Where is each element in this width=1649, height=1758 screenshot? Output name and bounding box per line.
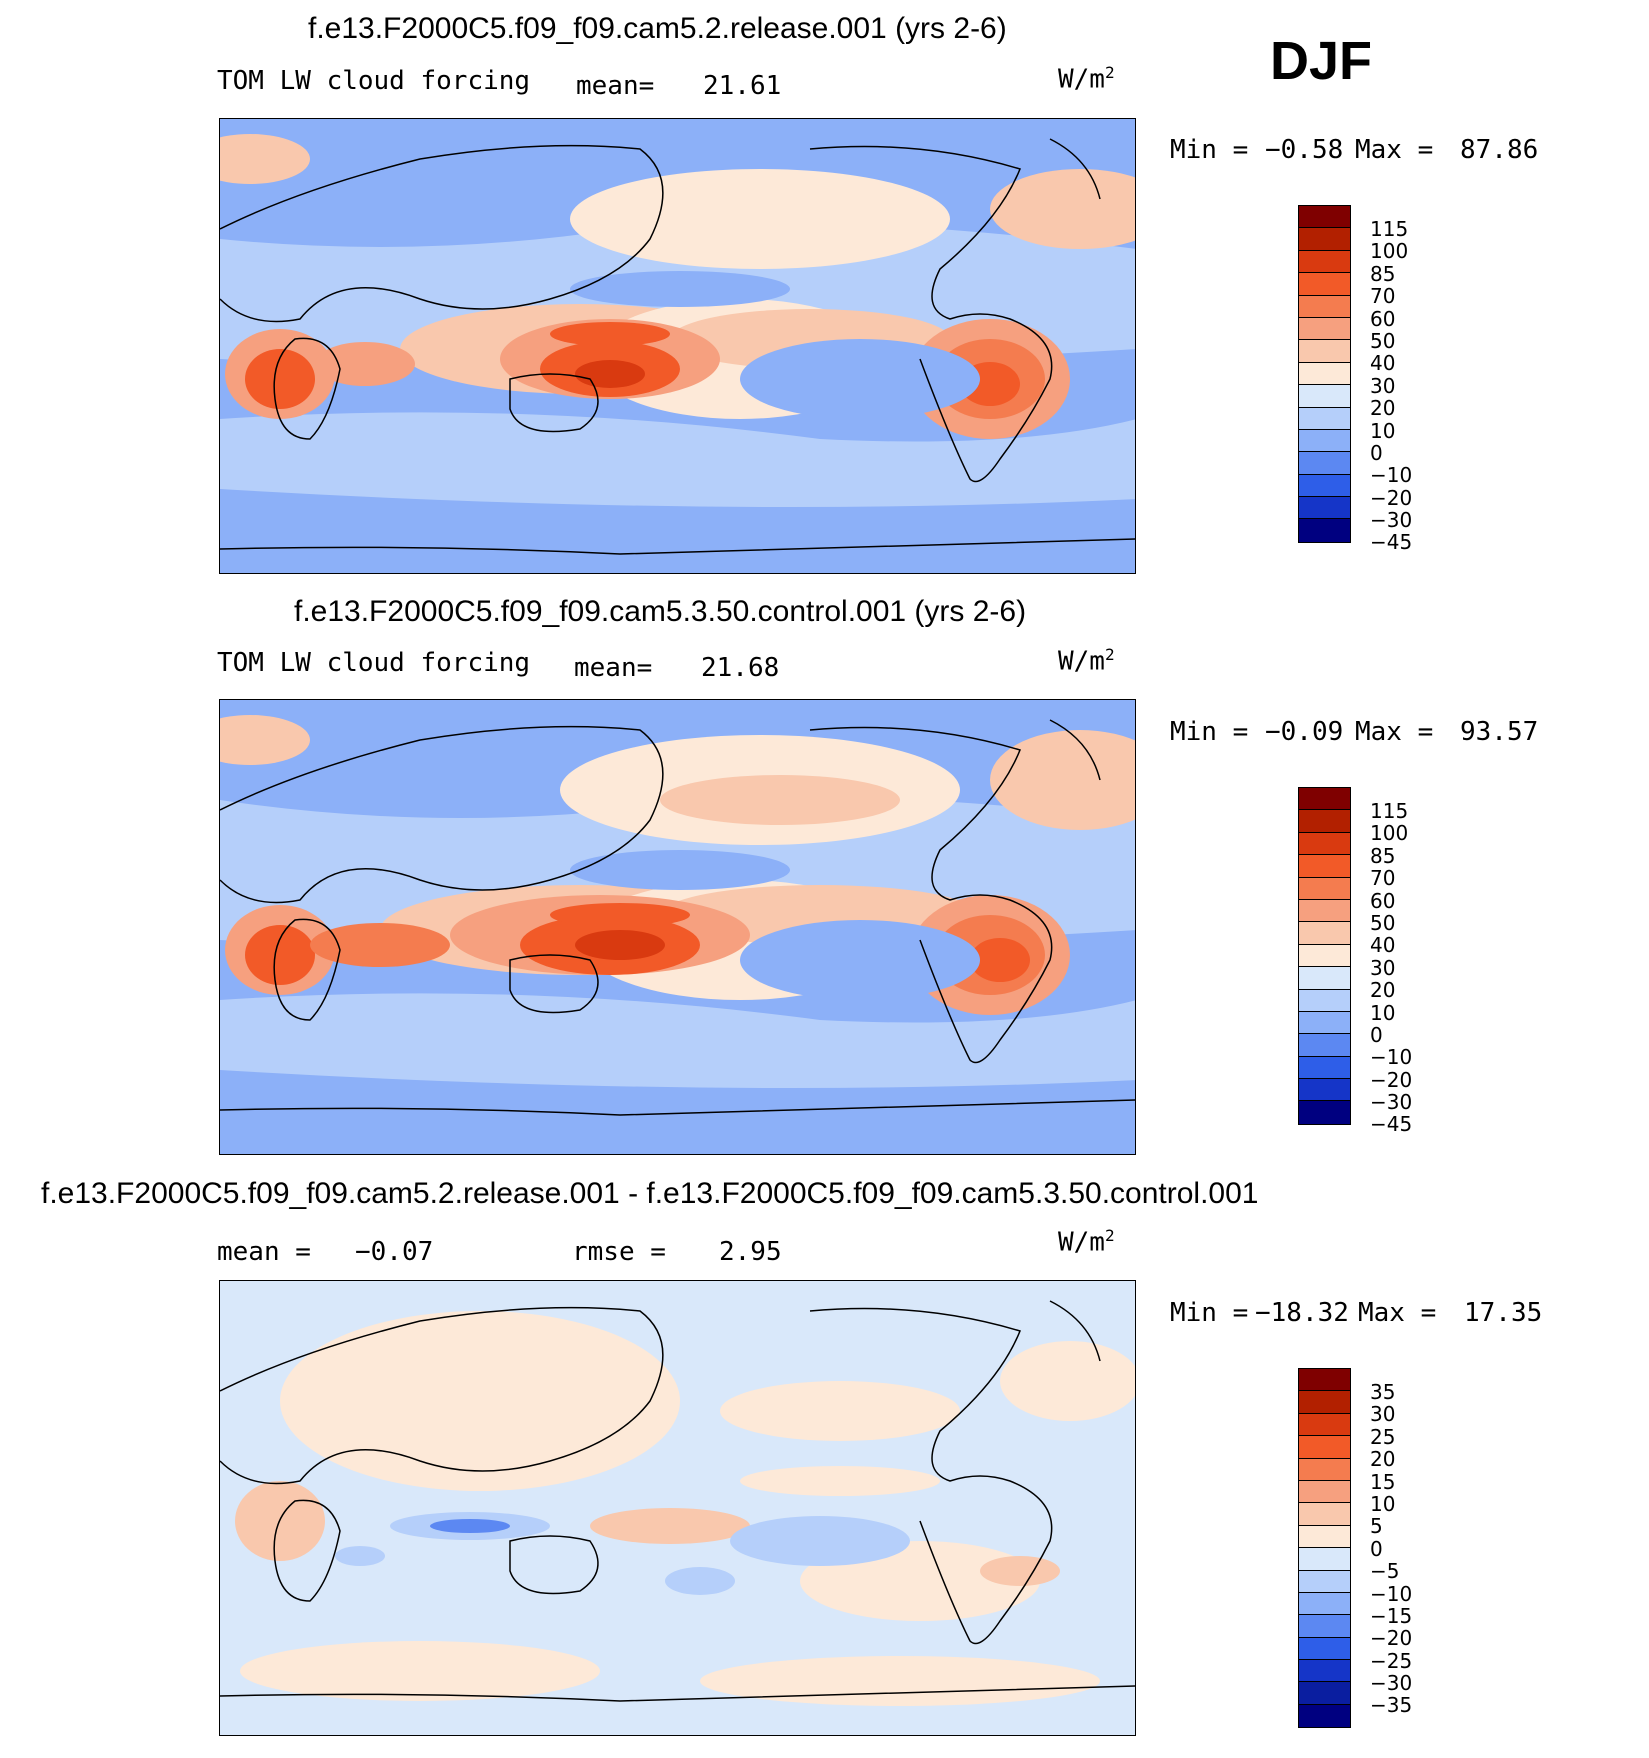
cbar-tick: 25	[1370, 1424, 1396, 1449]
cbar-tick: −20	[1370, 1626, 1413, 1651]
panel-1-units: W/m2	[1058, 63, 1115, 95]
panel-2-title: f.e13.F2000C5.f09_f09.cam5.3.50.control.…	[294, 595, 1027, 628]
cbar-tick: 100	[1370, 821, 1409, 846]
cbar-tick: −30	[1370, 1090, 1413, 1115]
cbar-tick: 30	[1370, 373, 1396, 398]
panel-3-mean-label: mean =	[217, 1237, 311, 1267]
cbar-tick: 60	[1370, 888, 1396, 913]
cbar-tick: 5	[1370, 1514, 1383, 1539]
panel-1-max-value: 87.86	[1460, 135, 1539, 165]
panel-1-min-value: −0.58	[1265, 135, 1344, 165]
panel-1-max-label: Max =	[1355, 135, 1434, 165]
panel-3-rmse-value: 2.95	[719, 1237, 782, 1267]
cbar-tick: 0	[1370, 440, 1383, 465]
cbar-tick: 40	[1370, 933, 1396, 958]
cbar-tick: 35	[1370, 1380, 1396, 1404]
panel-1-colorbar	[1298, 205, 1351, 543]
cbar-tick: −10	[1370, 1581, 1413, 1606]
cbar-tick: 70	[1370, 866, 1396, 891]
panel-3-min-label: Min =	[1170, 1298, 1249, 1328]
cbar-tick: 50	[1370, 328, 1396, 353]
panel-1-colorbar-labels: 115 100 85 70 60 50 40 30 20 10 0 −10 −2…	[1370, 218, 1412, 554]
panel-3-units: W/m2	[1058, 1226, 1115, 1258]
cbar-tick: 20	[1370, 396, 1396, 421]
panel-3-colorbar	[1298, 1368, 1351, 1729]
cbar-tick: 20	[1370, 1447, 1396, 1472]
panel-1-mean-label: mean=	[576, 71, 655, 101]
cbar-tick: 100	[1370, 239, 1409, 264]
cbar-tick: 10	[1370, 1491, 1396, 1516]
cbar-tick: 85	[1370, 843, 1396, 868]
cbar-tick: 20	[1370, 978, 1396, 1003]
cbar-tick: −30	[1370, 508, 1413, 533]
panel-1-min-label: Min =	[1170, 135, 1249, 165]
cbar-tick: 50	[1370, 910, 1396, 935]
panel-2-units: W/m2	[1058, 645, 1115, 677]
cbar-tick: 10	[1370, 418, 1396, 443]
panel-2-colorbar	[1298, 787, 1351, 1125]
cbar-tick: 0	[1370, 1022, 1383, 1047]
cbar-tick: −15	[1370, 1603, 1413, 1628]
cbar-tick: −25	[1370, 1648, 1413, 1673]
cbar-tick: 85	[1370, 261, 1396, 286]
panel-2-min-label: Min =	[1170, 717, 1249, 747]
panel-1-mean-value: 21.61	[703, 71, 782, 101]
cbar-tick: 70	[1370, 284, 1396, 309]
panel-2-map	[219, 699, 1136, 1155]
panel-2-colorbar-labels: 115 100 85 70 60 50 40 30 20 10 0 −10 −2…	[1370, 800, 1412, 1136]
cbar-tick: 15	[1370, 1469, 1396, 1494]
cbar-tick: −5	[1370, 1559, 1400, 1584]
panel-3-colorbar-labels: 35 30 25 20 15 10 5 0 −5 −10 −15 −20 −25…	[1370, 1381, 1412, 1717]
panel-1-variable: TOM LW cloud forcing	[217, 66, 531, 96]
panel-2-mean-label: mean=	[574, 653, 653, 683]
panel-2-max-value: 93.57	[1460, 717, 1539, 747]
cbar-tick: −45	[1370, 530, 1413, 555]
panel-3-map	[219, 1280, 1136, 1736]
season-label: DJF	[1270, 31, 1373, 91]
cbar-tick: −30	[1370, 1671, 1413, 1696]
cbar-tick: 0	[1370, 1536, 1383, 1561]
cbar-tick: −20	[1370, 485, 1413, 510]
cbar-tick: 115	[1370, 799, 1409, 823]
cbar-tick: 60	[1370, 306, 1396, 331]
cbar-tick: 30	[1370, 1402, 1396, 1427]
cbar-tick: −45	[1370, 1112, 1413, 1137]
cbar-tick: −10	[1370, 1045, 1413, 1070]
panel-2-max-label: Max =	[1355, 717, 1434, 747]
panel-1-title: f.e13.F2000C5.f09_f09.cam5.2.release.001…	[308, 12, 1007, 45]
cbar-tick: 10	[1370, 1000, 1396, 1025]
panel-1-map	[219, 118, 1136, 574]
panel-3-rmse-label: rmse =	[572, 1237, 666, 1267]
cbar-tick: −10	[1370, 463, 1413, 488]
panel-2-min-value: −0.09	[1265, 717, 1344, 747]
panel-3-max-value: 17.35	[1464, 1298, 1543, 1328]
panel-3-min-value: −18.32	[1255, 1298, 1349, 1328]
panel-2-mean-value: 21.68	[701, 653, 780, 683]
cbar-tick: 40	[1370, 351, 1396, 376]
cbar-tick: −20	[1370, 1067, 1413, 1092]
cbar-tick: 115	[1370, 217, 1409, 241]
cbar-tick: −35	[1370, 1693, 1413, 1718]
cbar-tick: 30	[1370, 955, 1396, 980]
panel-3-max-label: Max =	[1358, 1298, 1437, 1328]
panel-3-mean-value: −0.07	[355, 1237, 434, 1267]
panel-2-variable: TOM LW cloud forcing	[217, 648, 531, 678]
panel-3-title: f.e13.F2000C5.f09_f09.cam5.2.release.001…	[41, 1177, 1259, 1210]
